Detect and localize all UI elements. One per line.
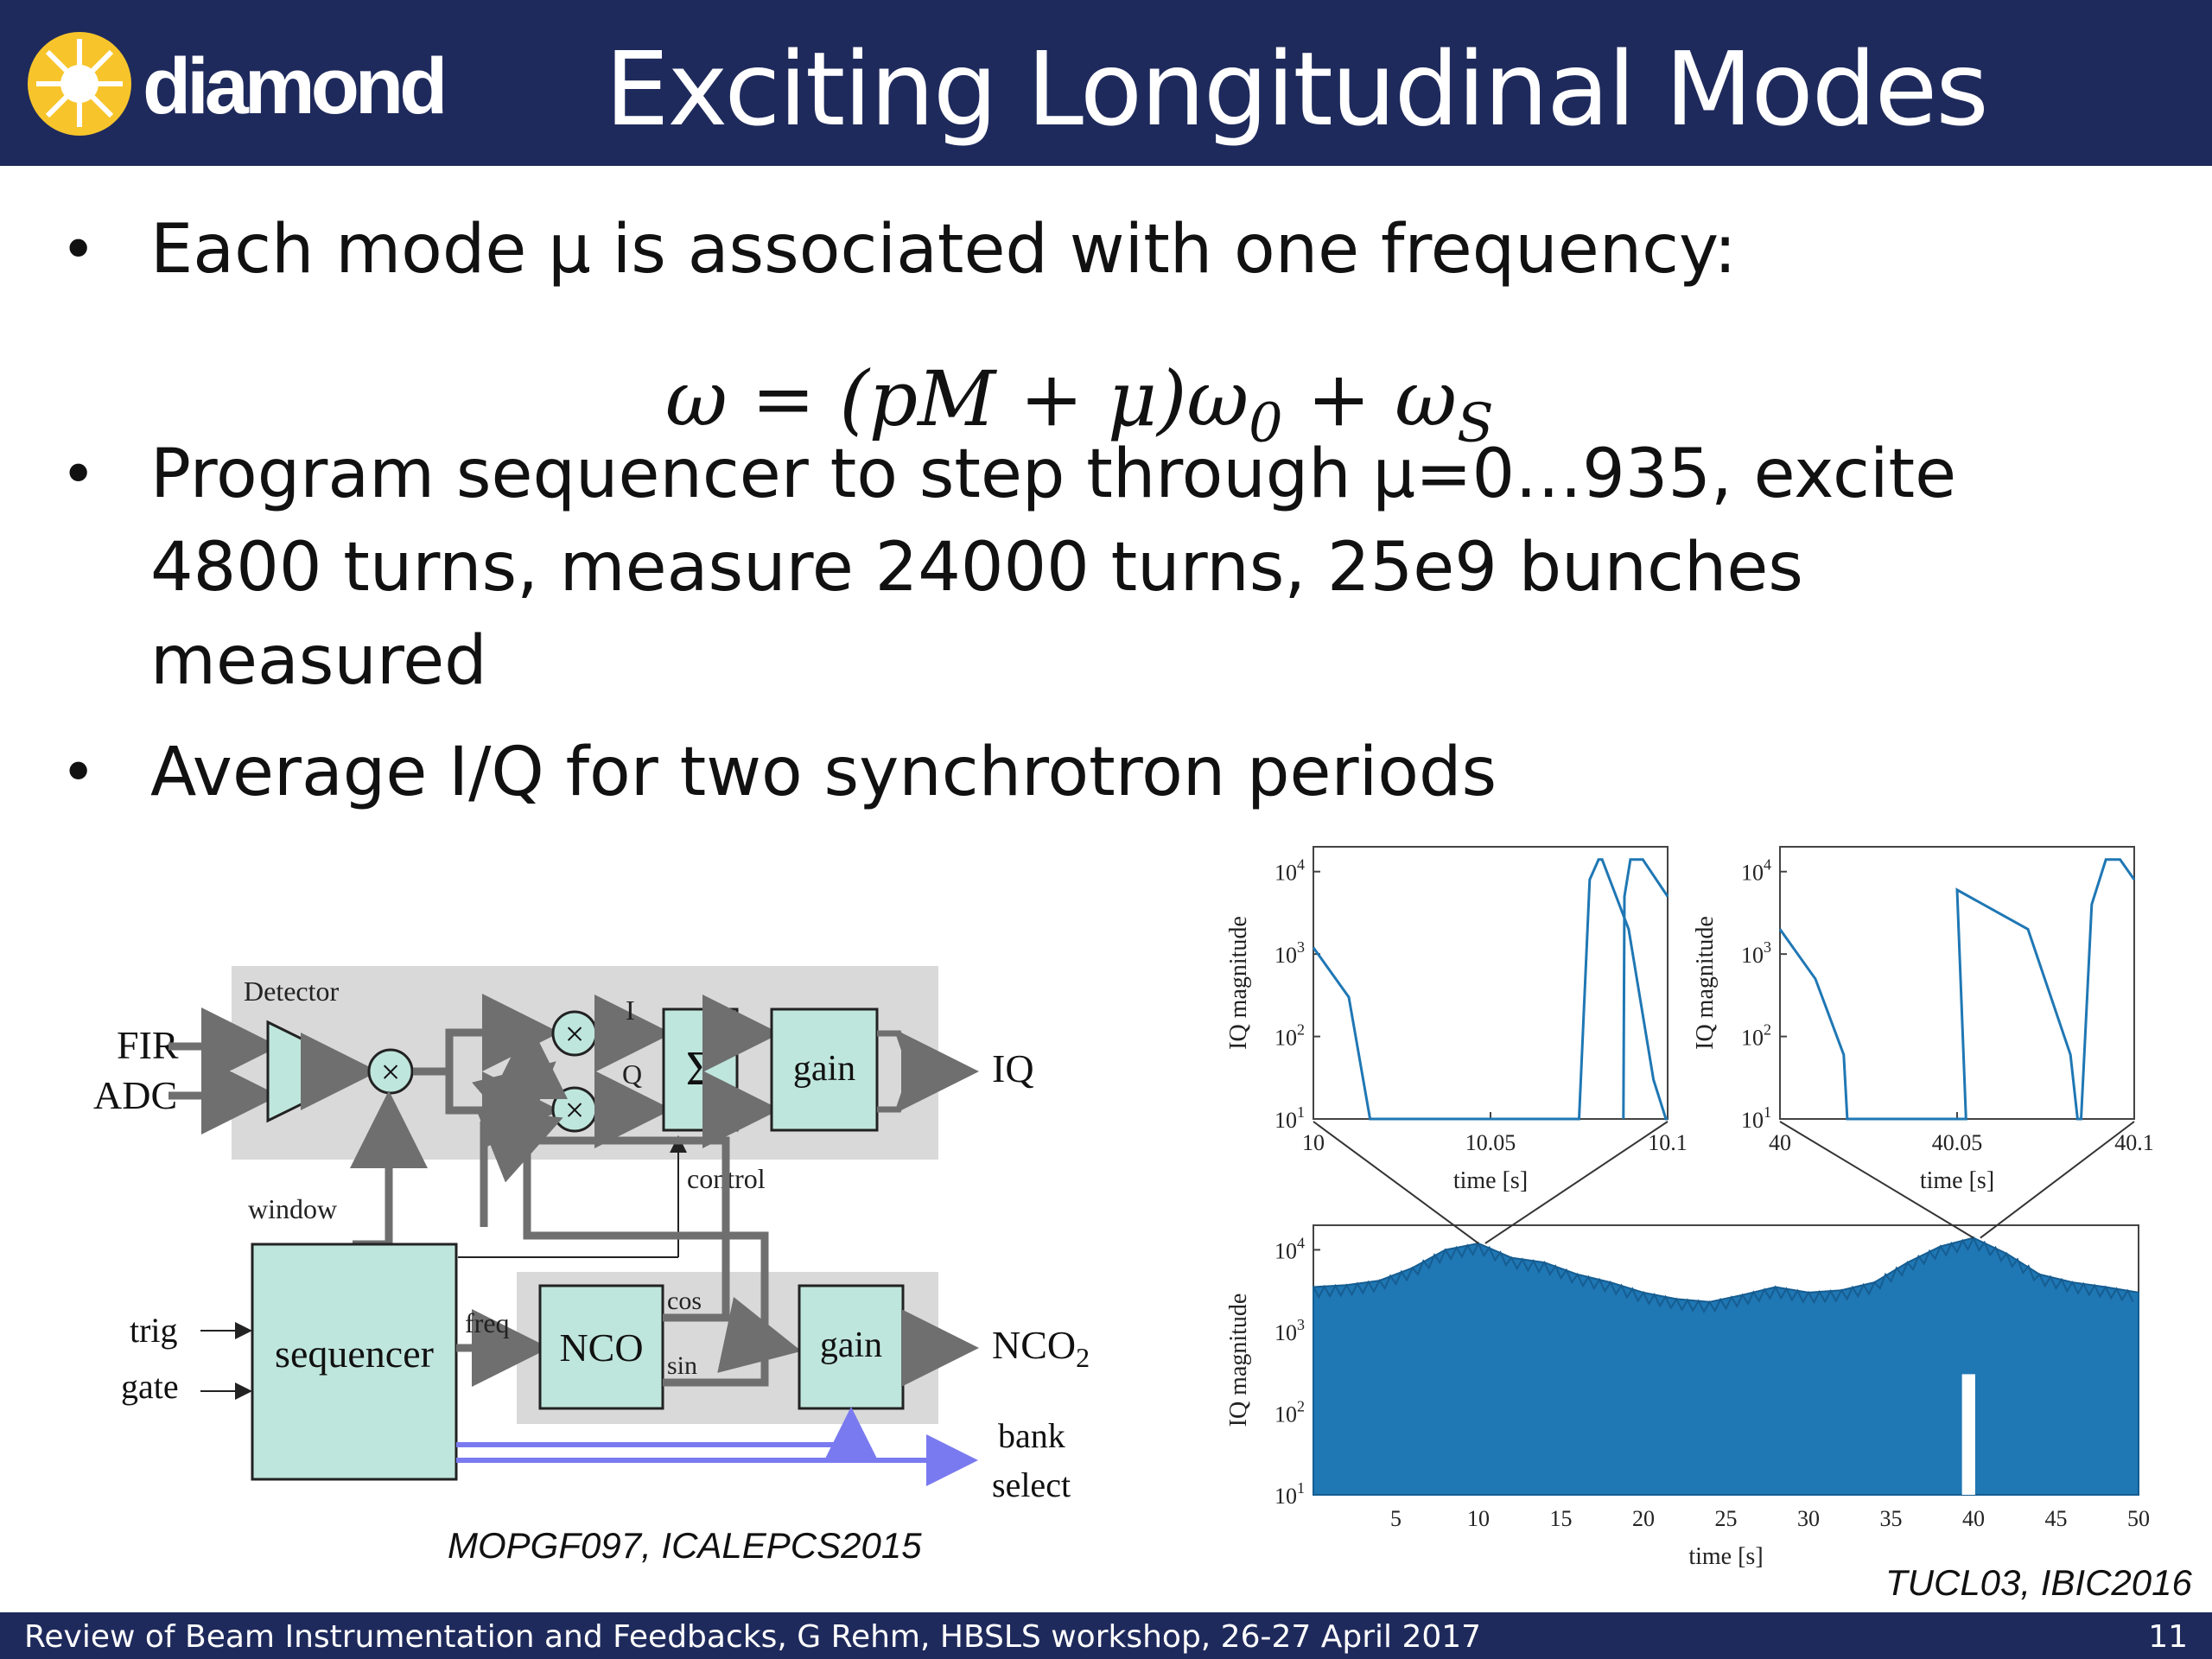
x-tick-label: 40.1 (2114, 1130, 2154, 1155)
y-tick-label: 102 (1274, 1397, 1305, 1427)
footer-bar: Review of Beam Instrumentation and Feedb… (0, 1612, 2212, 1659)
x-tick-label: 10.1 (1648, 1130, 1688, 1155)
x-tick-label: 40 (1962, 1506, 1985, 1531)
y-tick-label: 101 (1274, 1103, 1305, 1133)
footer-text: Review of Beam Instrumentation and Feedb… (24, 1619, 1482, 1655)
overview-gap (1961, 1374, 1975, 1495)
iq-gain-block (770, 1007, 879, 1132)
multiply-symbol: × (381, 1052, 401, 1091)
nco2-output-label: NCO2 (992, 1323, 1090, 1373)
sum-label: Σ (686, 1042, 715, 1096)
page-title: Exciting Longitudinal Modes (605, 29, 1989, 149)
fir-label: FIR (117, 1023, 179, 1067)
detector-label: Detector (244, 976, 340, 1007)
logo-text: diamond (143, 42, 448, 130)
zoom-connector (1313, 1121, 1479, 1244)
y-tick-label: 104 (1274, 1234, 1305, 1263)
iq-gain-label: gain (793, 1049, 855, 1089)
series-line (1778, 858, 2136, 1121)
x-tick-label: 40.05 (1932, 1130, 1983, 1155)
x-tick-label: 5 (1390, 1506, 1402, 1531)
gate-label: gate (121, 1367, 179, 1406)
nco-label: NCO (559, 1325, 643, 1370)
x-tick-label: 10 (1467, 1506, 1490, 1531)
bullet-dot-icon: • (60, 439, 97, 510)
y-tick-label: 101 (1274, 1479, 1305, 1509)
freq-label: freq (465, 1307, 510, 1338)
x-axis-label: time [s] (1453, 1167, 1528, 1194)
x-tick-label: 50 (2127, 1506, 2150, 1531)
select-label: select (992, 1465, 1071, 1504)
multiply-symbol: × (565, 1090, 585, 1129)
sequencer-label: sequencer (275, 1332, 434, 1376)
iq-magnitude-charts: 101 102 103 104 10 10.05 10.1 time [s] IQ magnit… (1225, 846, 2154, 1570)
chart-frame (1313, 846, 1669, 1120)
bullet-text: Program sequencer to step through μ=0…93… (150, 435, 1957, 700)
x-axis-label: time [s] (1688, 1543, 1763, 1570)
chart-frame (1779, 846, 2135, 1120)
x-tick-label: 30 (1797, 1506, 1820, 1531)
y-tick-label: 104 (1274, 856, 1305, 886)
citation-right: TUCL03, IBIC2016 (1885, 1562, 2192, 1603)
title-bar: diamond Exciting Longitudinal Modes (0, 0, 2212, 166)
x-tick-label: 10.05 (1465, 1130, 1516, 1155)
series-line (1622, 858, 1669, 1120)
trig-label: trig (130, 1311, 178, 1350)
page-number: 11 (2148, 1619, 2188, 1655)
adc-label: ADC (93, 1073, 177, 1117)
x-tick-label: 15 (1550, 1506, 1573, 1531)
block-diagram: Detector FIR ADC × × × I Q Σ gain IQ con… (93, 966, 1090, 1504)
bullet-dot-icon: • (60, 214, 97, 285)
y-tick-label: 102 (1741, 1021, 1771, 1051)
y-tick-label: 101 (1741, 1103, 1771, 1133)
x-tick-label: 40 (1769, 1130, 1791, 1155)
citation-left: MOPGF097, ICALEPCS2015 (448, 1525, 922, 1566)
zoom-connector (1484, 1121, 1669, 1244)
x-axis-label: time [s] (1920, 1167, 1994, 1194)
cos-label: cos (667, 1287, 702, 1315)
bullet-text: Average I/Q for two synchrotron periods (150, 734, 1497, 811)
x-tick-label: 45 (2045, 1506, 2068, 1531)
zoom-connector (1980, 1121, 2135, 1239)
bullet-text: Each mode μ is associated with one frequ… (150, 211, 1737, 289)
y-axis-label: IQ magnitude (1225, 916, 1252, 1050)
x-tick-label: 35 (1880, 1506, 1903, 1531)
y-tick-label: 102 (1274, 1021, 1305, 1051)
multiply-symbol: × (565, 1014, 585, 1053)
zoom-connector (1779, 1121, 1974, 1239)
y-tick-label: 103 (1274, 1316, 1305, 1345)
y-tick-label: 103 (1274, 938, 1305, 968)
q-label: Q (622, 1058, 642, 1090)
i-label: I (626, 995, 635, 1026)
window-label: window (248, 1193, 337, 1224)
x-tick-label: 20 (1632, 1506, 1655, 1531)
diamond-logo-icon (28, 32, 131, 136)
nco-block (538, 1284, 664, 1410)
series-line (1312, 858, 1668, 1121)
sin-label: sin (667, 1351, 697, 1380)
bank-label: bank (998, 1416, 1065, 1455)
sequencer-block (251, 1243, 458, 1481)
frequency-formula: ω = (pM + μ)ω0 + ωS (665, 354, 1494, 454)
nco-gain-label: gain (820, 1325, 882, 1365)
x-tick-label: 25 (1715, 1506, 1738, 1531)
x-tick-label: 10 (1302, 1130, 1325, 1155)
y-tick-label: 104 (1741, 856, 1771, 886)
y-axis-label: IQ magnitude (1692, 916, 1719, 1050)
y-tick-label: 103 (1741, 938, 1771, 968)
iq-output-label: IQ (992, 1046, 1034, 1090)
bullet-dot-icon: • (60, 737, 97, 808)
overview-envelope (1313, 1236, 2134, 1314)
y-axis-label: IQ magnitude (1225, 1294, 1252, 1427)
